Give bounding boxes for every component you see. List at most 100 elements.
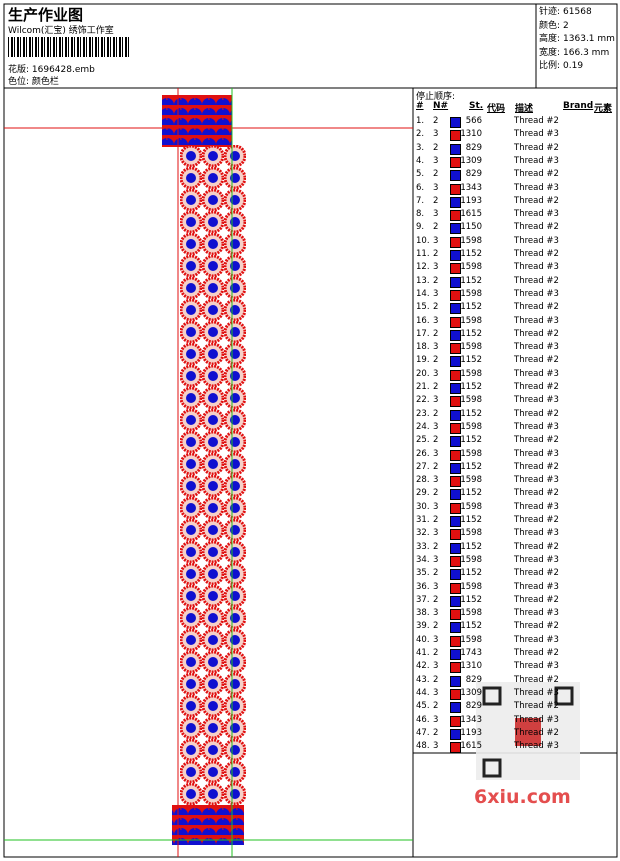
stitches: 1309 bbox=[460, 155, 482, 166]
row-number: 40. bbox=[416, 634, 430, 645]
color-swatch bbox=[450, 210, 461, 222]
color-swatch bbox=[450, 303, 461, 315]
needle: 3 bbox=[433, 182, 439, 193]
thread: Thread #3 bbox=[514, 155, 559, 166]
thread: Thread #3 bbox=[514, 714, 559, 725]
thread: Thread #2 bbox=[514, 461, 559, 472]
thread: Thread #2 bbox=[514, 142, 559, 153]
row-number: 24. bbox=[416, 421, 430, 432]
row-number: 7. bbox=[416, 195, 425, 206]
thread: Thread #2 bbox=[514, 328, 559, 339]
color-swatch bbox=[450, 263, 461, 275]
needle: 3 bbox=[433, 687, 439, 698]
thread: Thread #3 bbox=[514, 342, 559, 353]
thread: Thread #2 bbox=[514, 302, 559, 313]
stat-row: 宽度: 166.3 mm bbox=[539, 47, 615, 61]
thread: Thread #2 bbox=[514, 488, 559, 499]
stitches: 1598 bbox=[460, 554, 482, 565]
needle: 2 bbox=[433, 302, 439, 313]
row-number: 22. bbox=[416, 395, 430, 406]
needle: 2 bbox=[433, 222, 439, 233]
thread: Thread #2 bbox=[514, 408, 559, 419]
needle: 3 bbox=[433, 421, 439, 432]
needle: 3 bbox=[433, 528, 439, 539]
color-swatch bbox=[450, 250, 461, 261]
stitches: 1598 bbox=[460, 608, 482, 619]
stitches: 566 bbox=[465, 116, 482, 126]
thread: Thread #2 bbox=[514, 621, 559, 632]
color-swatch bbox=[450, 236, 461, 248]
color-swatch bbox=[450, 688, 461, 700]
row-number: 8. bbox=[416, 209, 425, 220]
stitches: 829 bbox=[465, 169, 482, 180]
thread: Thread #3 bbox=[514, 209, 559, 220]
thread: Thread #3 bbox=[514, 129, 559, 140]
column-header: 元素 bbox=[594, 104, 613, 114]
thread: Thread #3 bbox=[514, 421, 559, 432]
stat-label: 宽度: bbox=[539, 47, 561, 58]
thread: Thread #2 bbox=[514, 355, 559, 366]
barcode bbox=[8, 37, 130, 57]
needle: 3 bbox=[433, 741, 439, 752]
thread: Thread #2 bbox=[514, 222, 559, 233]
thread: Thread #3 bbox=[514, 288, 559, 299]
thread: Thread #3 bbox=[514, 395, 559, 406]
row-number: 41. bbox=[416, 648, 430, 658]
row-number: 30. bbox=[416, 501, 430, 512]
stitches: 1152 bbox=[460, 461, 482, 472]
needle: 3 bbox=[433, 209, 439, 220]
stitches: 1152 bbox=[460, 621, 482, 632]
color-swatch bbox=[450, 582, 461, 594]
needle: 2 bbox=[433, 116, 439, 126]
thread: Thread #3 bbox=[514, 581, 559, 592]
row-number: 5. bbox=[416, 169, 425, 180]
stat-label: 比例: bbox=[539, 61, 561, 71]
design-body bbox=[180, 145, 246, 805]
thread: Thread #3 bbox=[514, 501, 559, 512]
thread: Thread #2 bbox=[514, 382, 559, 392]
sequence-title: 停止顺序: bbox=[416, 92, 456, 102]
color-swatch bbox=[450, 702, 461, 714]
needle: 3 bbox=[433, 235, 439, 246]
column-header: 代码 bbox=[487, 104, 506, 114]
thread: Thread #3 bbox=[514, 687, 559, 698]
stitches: 1310 bbox=[460, 129, 482, 140]
thread: Thread #3 bbox=[514, 661, 559, 672]
color-swatch bbox=[450, 542, 461, 554]
row-number: 29. bbox=[416, 488, 430, 499]
needle: 2 bbox=[433, 727, 439, 738]
thread: Thread #2 bbox=[514, 727, 559, 738]
color-swatch bbox=[450, 383, 461, 394]
color-swatch bbox=[450, 343, 461, 355]
needle: 2 bbox=[433, 621, 439, 632]
color-swatch bbox=[450, 396, 461, 408]
color-swatch bbox=[450, 476, 461, 488]
row-number: 45. bbox=[416, 701, 430, 712]
needle: 3 bbox=[433, 475, 439, 486]
row-number: 37. bbox=[416, 594, 430, 605]
thread: Thread #2 bbox=[514, 116, 559, 126]
design-top bbox=[162, 95, 232, 147]
row-number: 2. bbox=[416, 129, 425, 140]
row-number: 13. bbox=[416, 275, 430, 286]
stats: 针迹: 61568 颜色: 2 高度: 1363.1 mm 宽度: 166.3 mm 比例: 0.… bbox=[539, 6, 615, 74]
qr-finder bbox=[482, 758, 502, 778]
watermark: 6xiu.com bbox=[474, 786, 571, 808]
needle: 3 bbox=[433, 315, 439, 326]
needle: 3 bbox=[433, 262, 439, 273]
needle: 3 bbox=[433, 368, 439, 379]
thread: Thread #3 bbox=[514, 528, 559, 539]
color-swatch bbox=[450, 595, 461, 607]
row-number: 11. bbox=[416, 249, 430, 259]
column-header: N# bbox=[433, 101, 449, 111]
color-swatch bbox=[450, 183, 461, 195]
stitches: 1152 bbox=[460, 408, 482, 419]
stitches: 1152 bbox=[460, 328, 482, 339]
stat-row: 颜色: 2 bbox=[539, 20, 615, 34]
needle: 3 bbox=[433, 448, 439, 459]
stitches: 1598 bbox=[460, 475, 482, 486]
row-number: 17. bbox=[416, 328, 430, 339]
color-swatch bbox=[450, 728, 461, 740]
needle: 3 bbox=[433, 129, 439, 140]
